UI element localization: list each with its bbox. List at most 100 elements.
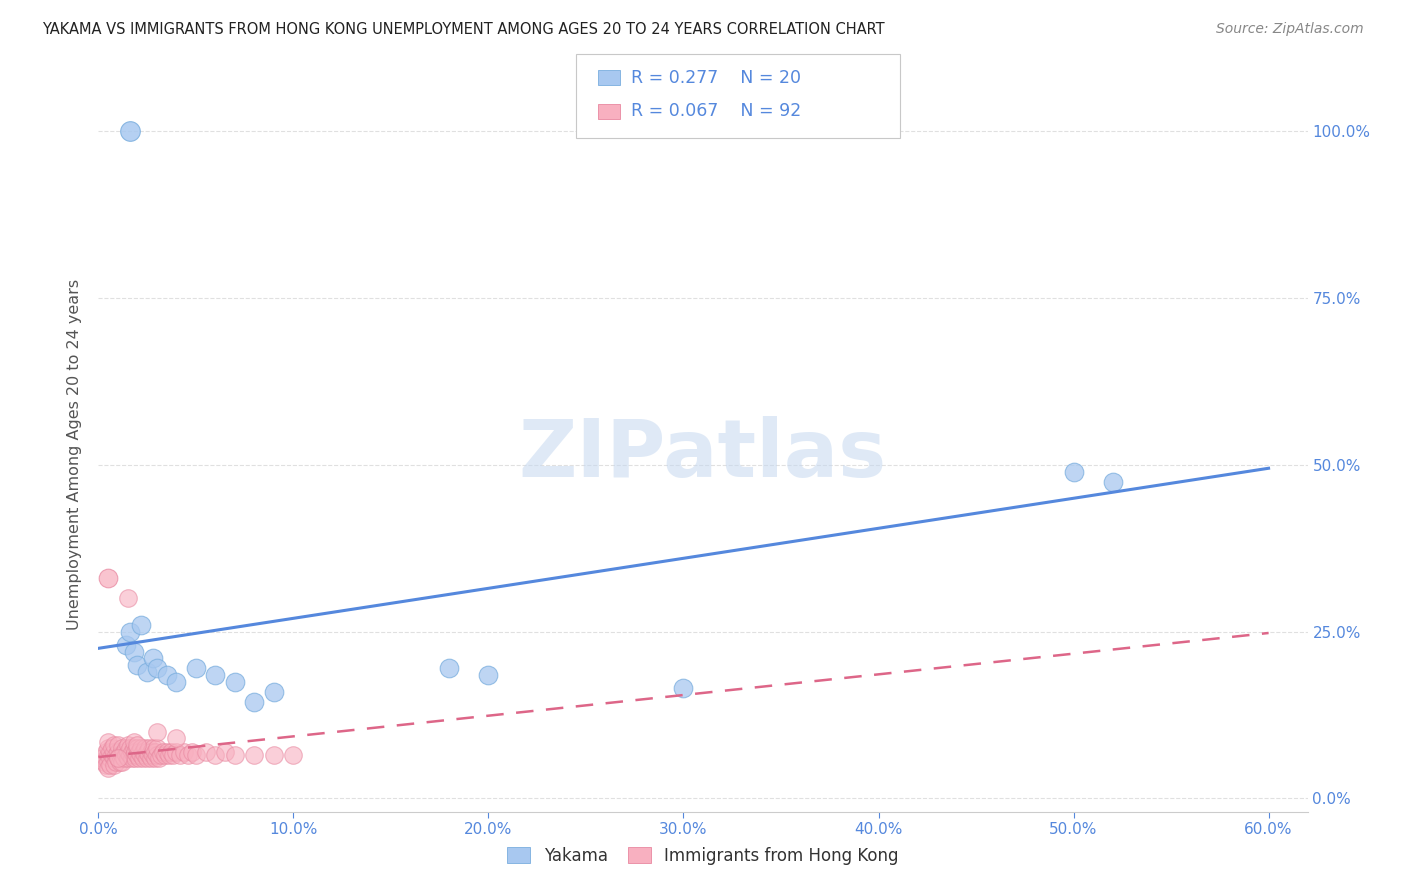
Text: R = 0.067    N = 92: R = 0.067 N = 92	[631, 103, 801, 120]
Point	[224, 674, 246, 689]
Point	[112, 751, 135, 765]
Point	[98, 751, 121, 765]
Text: Source: ZipAtlas.com: Source: ZipAtlas.com	[1216, 22, 1364, 37]
Point	[103, 745, 125, 759]
Point	[136, 745, 159, 759]
Point	[165, 745, 187, 759]
Point	[97, 571, 120, 585]
Point	[97, 761, 120, 775]
Point	[127, 658, 149, 673]
Point	[243, 695, 266, 709]
Point	[136, 751, 159, 765]
Point	[117, 591, 139, 606]
Point	[131, 618, 153, 632]
Point	[117, 738, 139, 752]
Text: YAKAMA VS IMMIGRANTS FROM HONG KONG UNEMPLOYMENT AMONG AGES 20 TO 24 YEARS CORRE: YAKAMA VS IMMIGRANTS FROM HONG KONG UNEM…	[42, 22, 884, 37]
Point	[263, 684, 285, 698]
Point	[104, 755, 127, 769]
Point	[169, 747, 191, 762]
Point	[97, 741, 120, 756]
Point	[111, 741, 134, 756]
Point	[122, 741, 145, 756]
Point	[146, 741, 169, 756]
Point	[156, 745, 179, 759]
Point	[111, 755, 134, 769]
Point	[152, 745, 174, 759]
Point	[97, 755, 120, 769]
Point	[103, 738, 125, 752]
Point	[138, 747, 160, 762]
Point	[204, 747, 226, 762]
Point	[103, 751, 125, 765]
Point	[124, 745, 146, 759]
Point	[107, 751, 129, 765]
Point	[118, 624, 141, 639]
Text: ZIPatlas: ZIPatlas	[519, 416, 887, 494]
Point	[149, 747, 172, 762]
Point	[107, 738, 129, 752]
Point	[122, 734, 145, 748]
Point	[165, 674, 187, 689]
Point	[131, 741, 153, 756]
Point	[214, 745, 236, 759]
Point	[132, 745, 155, 759]
Point	[97, 747, 120, 762]
Point	[157, 747, 180, 762]
Point	[96, 745, 118, 759]
Point	[107, 745, 129, 759]
Point	[114, 741, 136, 756]
Point	[177, 747, 200, 762]
Point	[122, 645, 145, 659]
Point	[477, 668, 499, 682]
Point	[101, 741, 124, 756]
Point	[153, 747, 176, 762]
Point	[103, 758, 125, 772]
Point	[184, 661, 207, 675]
Point	[439, 661, 461, 675]
Point	[139, 745, 162, 759]
Point	[148, 751, 170, 765]
Point	[128, 751, 150, 765]
Point	[143, 751, 166, 765]
Point	[98, 758, 121, 772]
Point	[146, 724, 169, 739]
Point	[165, 731, 187, 746]
Point	[283, 747, 305, 762]
Point	[108, 747, 131, 762]
Point	[1101, 475, 1123, 489]
Point	[139, 751, 162, 765]
Point	[142, 747, 165, 762]
Point	[1063, 465, 1085, 479]
Point	[124, 751, 146, 765]
Point	[127, 747, 149, 762]
Point	[97, 734, 120, 748]
Point	[142, 651, 165, 665]
Point	[263, 747, 285, 762]
Point	[118, 741, 141, 756]
Point	[117, 745, 139, 759]
Point	[91, 751, 114, 765]
Point	[134, 741, 156, 756]
Text: R = 0.277    N = 20: R = 0.277 N = 20	[631, 69, 801, 87]
Point	[96, 758, 118, 772]
Point	[136, 665, 159, 679]
Point	[118, 124, 141, 138]
Point	[104, 747, 127, 762]
Point	[98, 745, 121, 759]
Point	[146, 661, 169, 675]
Point	[138, 741, 160, 756]
Point	[672, 681, 695, 696]
Y-axis label: Unemployment Among Ages 20 to 24 years: Unemployment Among Ages 20 to 24 years	[67, 279, 83, 631]
Point	[93, 755, 115, 769]
Point	[159, 745, 181, 759]
Point	[121, 745, 143, 759]
Point	[173, 745, 195, 759]
Point	[107, 751, 129, 765]
Point	[142, 741, 165, 756]
Point	[243, 747, 266, 762]
Point	[134, 747, 156, 762]
Point	[127, 738, 149, 752]
Point	[108, 755, 131, 769]
Point	[143, 745, 166, 759]
Point	[127, 741, 149, 756]
